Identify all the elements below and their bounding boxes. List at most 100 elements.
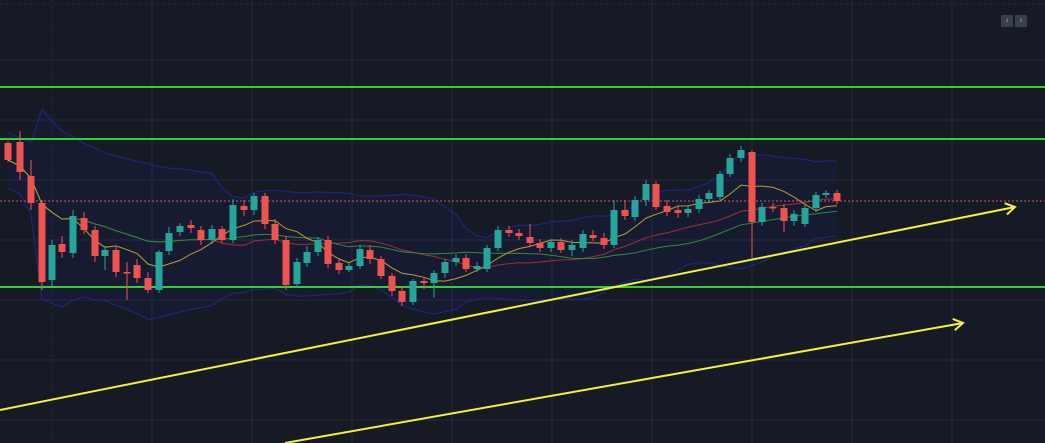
candle bbox=[515, 229, 523, 240]
candle-body bbox=[123, 272, 131, 274]
candle bbox=[58, 236, 66, 258]
candle bbox=[112, 247, 120, 277]
candle bbox=[155, 250, 163, 293]
candle bbox=[240, 200, 248, 216]
trendlines[interactable] bbox=[0, 202, 1017, 443]
candle bbox=[4, 141, 12, 162]
bollinger-fill bbox=[8, 109, 837, 320]
candle bbox=[165, 227, 173, 255]
candle-body bbox=[69, 216, 77, 253]
candle bbox=[642, 180, 650, 206]
scroll-left-button[interactable]: ‹ bbox=[1001, 15, 1013, 27]
candle-body bbox=[600, 238, 608, 245]
candle bbox=[366, 245, 374, 264]
candle-body bbox=[48, 245, 56, 280]
candle bbox=[621, 200, 629, 220]
candle-body bbox=[812, 195, 820, 208]
candle-body bbox=[187, 225, 195, 228]
candle bbox=[388, 273, 396, 296]
candle-body bbox=[801, 208, 809, 224]
candle bbox=[726, 154, 734, 177]
candle bbox=[494, 226, 502, 251]
candle-body bbox=[483, 248, 491, 269]
candle bbox=[663, 200, 671, 216]
trendline bbox=[284, 322, 964, 443]
candle-body bbox=[780, 208, 788, 221]
candle-body bbox=[441, 262, 449, 273]
candle-body bbox=[282, 240, 290, 285]
candle bbox=[812, 192, 820, 212]
candle bbox=[282, 236, 290, 290]
candle bbox=[261, 193, 269, 229]
candle-body bbox=[748, 152, 756, 222]
bollinger-lower bbox=[7, 187, 838, 320]
candle-body bbox=[101, 250, 109, 256]
candle bbox=[600, 233, 608, 249]
candle bbox=[536, 239, 544, 252]
candle-body bbox=[271, 224, 279, 240]
candle bbox=[462, 254, 470, 272]
candle-body bbox=[642, 184, 650, 200]
candle bbox=[197, 226, 205, 245]
candle-body bbox=[409, 281, 417, 302]
candle bbox=[695, 195, 703, 213]
scroll-right-button[interactable]: › bbox=[1015, 15, 1027, 27]
candle bbox=[674, 206, 682, 218]
candle bbox=[16, 131, 24, 180]
candle bbox=[101, 246, 109, 270]
candle-body bbox=[229, 205, 237, 240]
candle bbox=[377, 256, 385, 279]
chart-nav-buttons: ‹ › bbox=[1001, 15, 1027, 27]
candle-body bbox=[250, 196, 258, 210]
candle-body bbox=[737, 150, 745, 158]
candle-body bbox=[695, 199, 703, 209]
candle bbox=[822, 190, 830, 198]
candle bbox=[526, 224, 534, 246]
candle-body bbox=[494, 230, 502, 248]
candle-body bbox=[547, 242, 555, 248]
candle-body bbox=[165, 233, 173, 251]
candle bbox=[176, 223, 184, 236]
candle-body bbox=[314, 240, 322, 252]
candle bbox=[420, 278, 428, 289]
candle bbox=[48, 240, 56, 286]
candle-body bbox=[218, 229, 226, 240]
candle-body bbox=[833, 193, 841, 201]
candle bbox=[345, 263, 353, 272]
candle-body bbox=[80, 218, 88, 230]
candle bbox=[790, 210, 798, 226]
candle bbox=[187, 220, 195, 233]
candle-body bbox=[652, 184, 660, 207]
candle-body bbox=[27, 176, 35, 203]
candle-body bbox=[473, 266, 481, 269]
candle bbox=[737, 146, 745, 162]
candle bbox=[505, 226, 513, 237]
candle bbox=[133, 259, 141, 283]
candle-body bbox=[356, 249, 364, 266]
candle-body bbox=[536, 243, 544, 248]
candle bbox=[314, 237, 322, 256]
candle bbox=[271, 219, 279, 244]
candle-body bbox=[58, 244, 66, 252]
candle-body bbox=[515, 233, 523, 236]
candle bbox=[208, 225, 216, 244]
candle-body bbox=[303, 252, 311, 263]
candle bbox=[123, 262, 131, 300]
horizontal-levels[interactable] bbox=[0, 86, 1045, 288]
candle bbox=[684, 205, 692, 217]
trendline-arrowhead bbox=[1004, 202, 1017, 216]
candle-body bbox=[579, 234, 587, 248]
candle bbox=[452, 254, 460, 266]
candle bbox=[631, 196, 639, 221]
candle bbox=[356, 245, 364, 269]
candle-body bbox=[324, 240, 332, 264]
candle-body bbox=[505, 230, 513, 233]
candle-body bbox=[462, 258, 470, 269]
candle-body bbox=[663, 206, 671, 212]
candle bbox=[833, 190, 841, 204]
candle bbox=[229, 199, 237, 243]
candle-body bbox=[716, 174, 724, 197]
